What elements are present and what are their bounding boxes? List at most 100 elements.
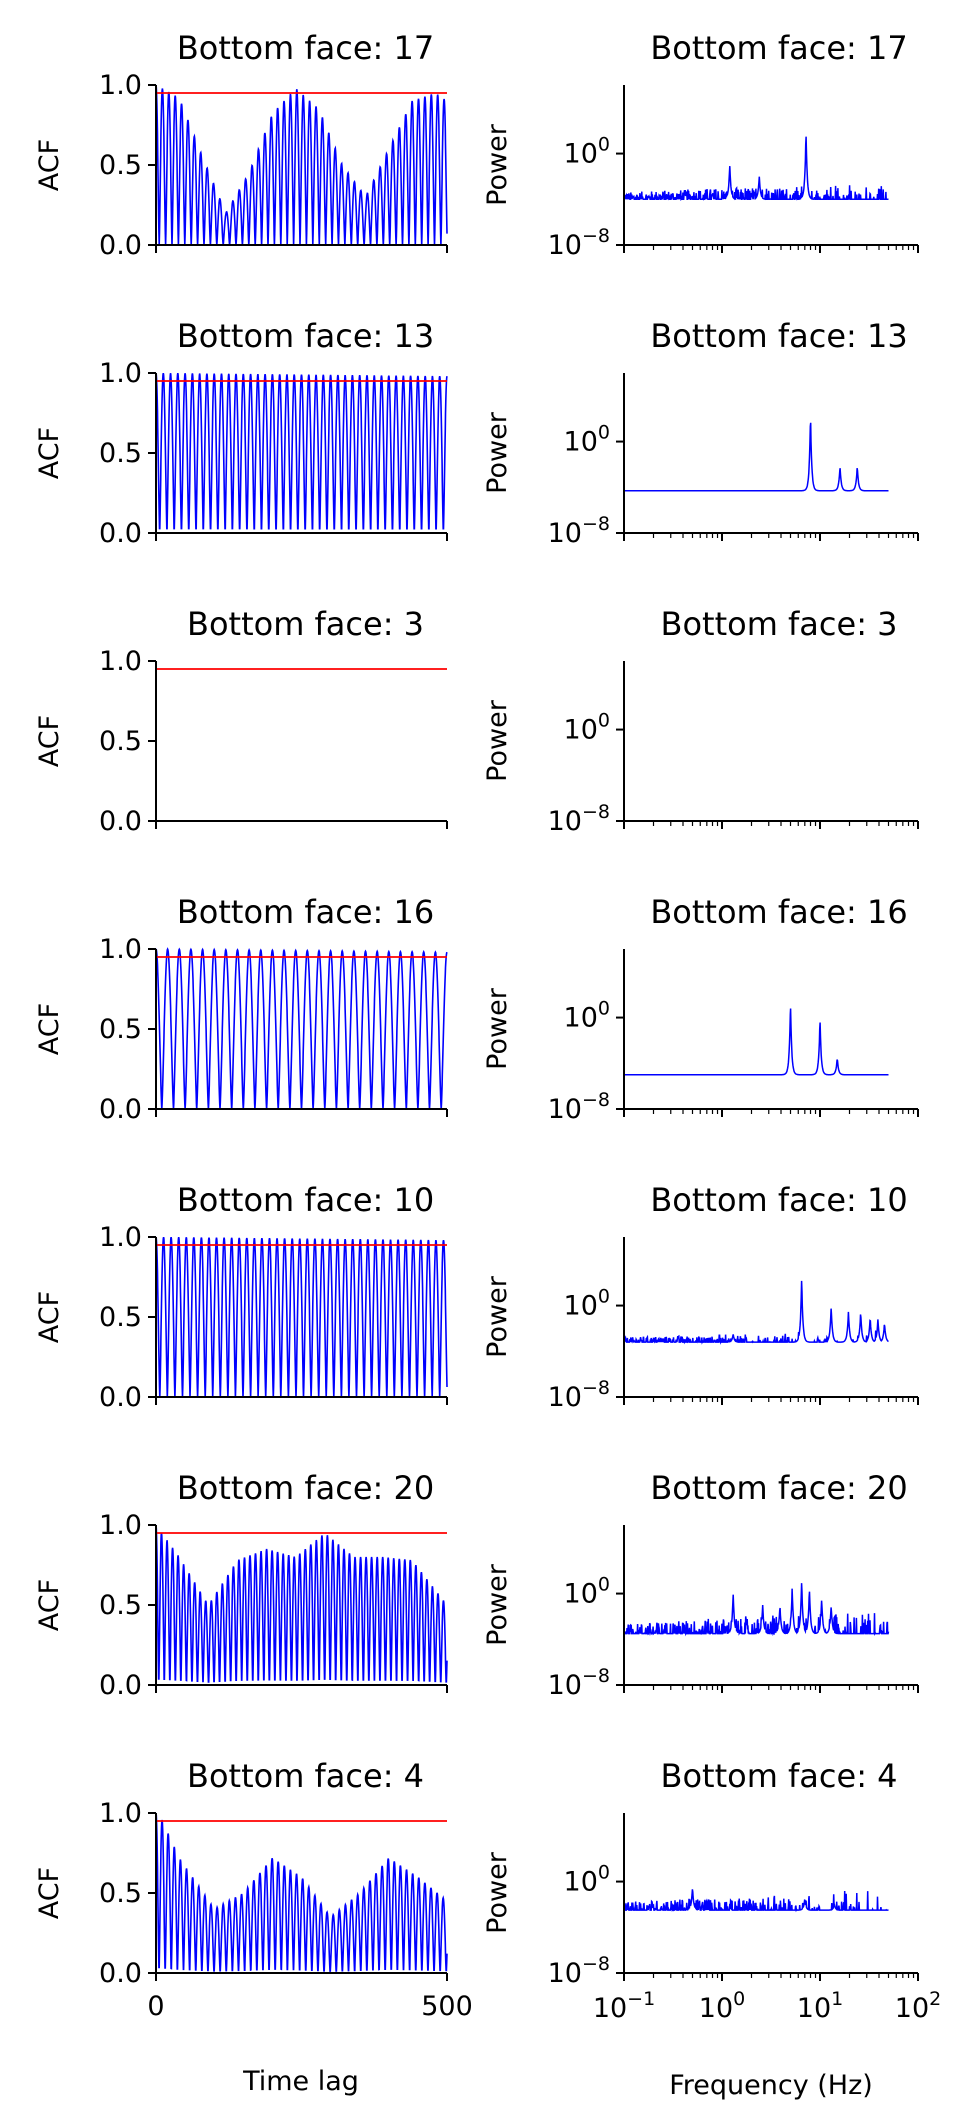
x-tick-label: 10−1: [593, 1988, 655, 2024]
chart-title: Bottom face: 13: [177, 317, 434, 355]
y-tick-label-base: 10: [564, 1579, 598, 1610]
y-tick-label-base: 10: [548, 1670, 582, 1701]
y-tick-label: 0.0: [99, 230, 142, 261]
y-tick-label-base: 10: [564, 1291, 598, 1322]
y-tick-label: 0.0: [99, 1670, 142, 1701]
y-tick-label: 1.0: [99, 1798, 142, 1829]
chart-title: Bottom face: 3: [660, 605, 897, 643]
y-tick-label-base: 10: [564, 427, 598, 458]
y-tick-label: 0.0: [99, 1958, 142, 1989]
x-axis-label: Frequency (Hz): [669, 2070, 873, 2101]
y-tick-label-exponent: 0: [598, 422, 610, 444]
y-tick-label: 100: [564, 422, 610, 458]
chart-title: Bottom face: 16: [177, 893, 434, 931]
acf-panel: Bottom face: 20 ACF 0.0 0.5 1.0: [34, 1469, 448, 1701]
chart-title: Bottom face: 13: [650, 317, 907, 355]
y-axis-label: ACF: [34, 1003, 65, 1055]
y-tick-label-base: 10: [564, 715, 598, 746]
y-tick-label: 1.0: [99, 1510, 142, 1541]
acf-series-line: [155, 84, 448, 246]
y-tick-label: 100: [564, 710, 610, 746]
y-tick-label: 100: [564, 1862, 610, 1898]
y-axis-label: ACF: [34, 139, 65, 191]
y-axis-label: ACF: [34, 427, 65, 479]
y-axis-label: Power: [482, 411, 513, 494]
y-tick-label-exponent: 0: [598, 710, 610, 732]
chart-title: Bottom face: 20: [650, 1469, 907, 1507]
y-tick-label-exponent: −8: [582, 225, 610, 247]
y-tick-label: 1.0: [99, 358, 142, 389]
x-tick-label: 500: [421, 1991, 473, 2022]
y-tick-label: 10−8: [548, 1665, 610, 1701]
y-tick-label-exponent: 0: [598, 1286, 610, 1308]
y-tick-label-base: 10: [548, 1094, 582, 1125]
y-tick-label: 10−8: [548, 225, 610, 261]
x-tick-label: 0: [147, 1991, 164, 2022]
acf-series-line: [155, 1236, 448, 1398]
y-tick-label-base: 10: [548, 1958, 582, 1989]
y-tick-label-exponent: 0: [598, 1862, 610, 1884]
y-tick-label: 0.5: [99, 1302, 142, 1333]
y-tick-label: 100: [564, 998, 610, 1034]
psd-series-line: [623, 1280, 889, 1345]
y-axis-label: Power: [482, 1275, 513, 1358]
y-tick-label: 100: [564, 1286, 610, 1322]
chart-title: Bottom face: 4: [660, 1757, 897, 1795]
y-tick-label-exponent: −8: [582, 1953, 610, 1975]
chart-title: Bottom face: 10: [177, 1181, 434, 1219]
y-tick-label: 0.0: [99, 1094, 142, 1125]
x-tick-label-base: 10: [797, 1993, 831, 2024]
y-axis-label: ACF: [34, 1867, 65, 1919]
x-axis-label: Time lag: [242, 2066, 359, 2097]
x-tick-label-exponent: 0: [733, 1988, 745, 2010]
acf-series-line: [155, 947, 448, 1110]
y-tick-label-base: 10: [548, 518, 582, 549]
y-tick-label: 10−8: [548, 513, 610, 549]
y-tick-label: 0.0: [99, 806, 142, 837]
y-tick-label-base: 10: [548, 1382, 582, 1413]
y-tick-label-base: 10: [548, 806, 582, 837]
y-axis-label: ACF: [34, 1579, 65, 1631]
y-tick-label: 10−8: [548, 1377, 610, 1413]
y-tick-label: 0.0: [99, 518, 142, 549]
psd-series-line: [624, 1008, 889, 1076]
psd-series-line: [623, 1889, 889, 1913]
y-tick-label-exponent: −8: [582, 1665, 610, 1687]
acf-series-line: [155, 372, 448, 530]
x-tick-label-exponent: 2: [929, 1988, 941, 2010]
y-tick-label: 1.0: [99, 646, 142, 677]
y-axis-label: Power: [482, 123, 513, 206]
x-tick-label: 100: [699, 1988, 745, 2024]
psd-series-line: [624, 422, 889, 492]
y-axis-label: ACF: [34, 1291, 65, 1343]
psd-series-line: [623, 1583, 890, 1637]
y-axis-label: Power: [482, 1563, 513, 1646]
y-axis-label: ACF: [34, 715, 65, 767]
psd-series-line: [623, 136, 889, 202]
acf-panel: Bottom face: 10 ACF 0.0 0.5 1.0: [34, 1181, 448, 1413]
y-tick-label: 100: [564, 134, 610, 170]
x-tick-label-base: 10: [593, 1993, 627, 2024]
chart-title: Bottom face: 20: [177, 1469, 434, 1507]
y-tick-label-exponent: 0: [598, 1574, 610, 1596]
acf-panel: Bottom face: 4 ACF 0.0 0.5 1.0 0 500: [34, 1757, 473, 2022]
y-tick-label: 0.5: [99, 150, 142, 181]
y-tick-label-exponent: 0: [598, 134, 610, 156]
y-tick-label: 0.5: [99, 726, 142, 757]
y-tick-label: 100: [564, 1574, 610, 1610]
acf-panel: Bottom face: 16 ACF 0.0 0.5 1.0: [34, 893, 448, 1125]
y-tick-label-exponent: −8: [582, 1089, 610, 1111]
x-tick-label-base: 10: [699, 1993, 733, 2024]
y-axis-label: Power: [482, 699, 513, 782]
y-axis-label: Power: [482, 987, 513, 1070]
x-tick-label-exponent: 1: [831, 1988, 843, 2010]
y-tick-label-base: 10: [564, 1867, 598, 1898]
chart-title: Bottom face: 16: [650, 893, 907, 931]
x-tick-label-base: 10: [895, 1993, 929, 2024]
y-tick-label: 0.5: [99, 1878, 142, 1909]
y-tick-label: 10−8: [548, 1089, 610, 1125]
